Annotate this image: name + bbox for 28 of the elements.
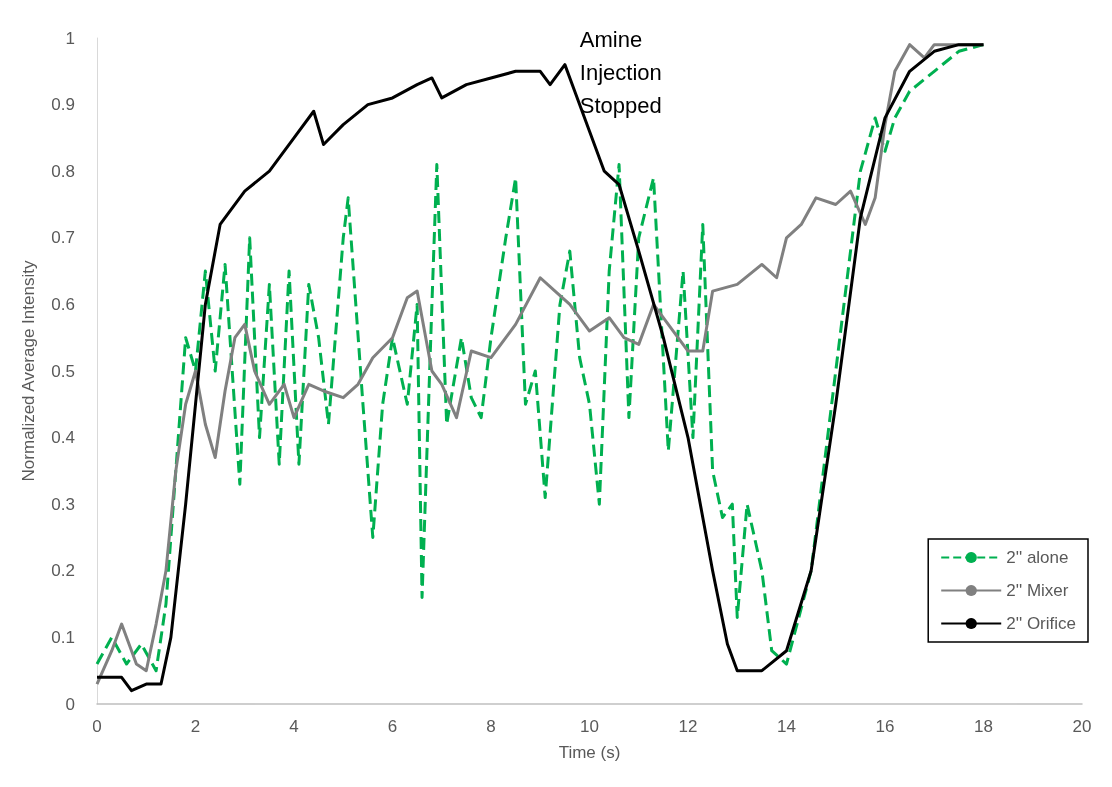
legend-label: 2'' Mixer — [1006, 581, 1069, 600]
x-tick-label: 4 — [289, 717, 299, 736]
x-tick-label: 14 — [777, 717, 796, 736]
annotation: Amine Injection Stopped — [579, 26, 668, 118]
y-tick-label: 0.9 — [51, 95, 75, 115]
y-tick-label: 0.6 — [51, 294, 75, 314]
x-axis-title: Time (s) — [558, 743, 621, 762]
y-tick-label: 0.1 — [51, 627, 75, 647]
legend-label: 2'' Orifice — [1006, 614, 1077, 633]
x-tick-label: 2 — [190, 717, 201, 736]
y-tick-label: 0.8 — [51, 161, 75, 181]
x-tick-label: 18 — [974, 717, 993, 736]
y-tick-label: 0.7 — [51, 228, 75, 248]
y-axis-title: Normalized Average Intensity — [19, 260, 38, 482]
x-tick-label: 0 — [92, 717, 102, 736]
y-tick-label: 0.2 — [51, 561, 75, 581]
x-tick-label: 12 — [678, 717, 698, 736]
y-tick-label: 0.3 — [51, 494, 75, 514]
y-tick-label: 0.4 — [51, 428, 75, 448]
legend-label: 2'' alone — [1006, 548, 1069, 567]
y-tick-label: 1 — [65, 28, 75, 48]
x-tick-label: 6 — [387, 717, 398, 736]
x-tick-label: 10 — [580, 717, 599, 736]
y-tick-label: 0 — [65, 694, 75, 714]
x-tick-label: 8 — [486, 717, 496, 736]
x-tick-label: 20 — [1072, 717, 1092, 736]
y-tick-label: 0.5 — [51, 361, 75, 381]
x-tick-label: 16 — [875, 717, 895, 736]
